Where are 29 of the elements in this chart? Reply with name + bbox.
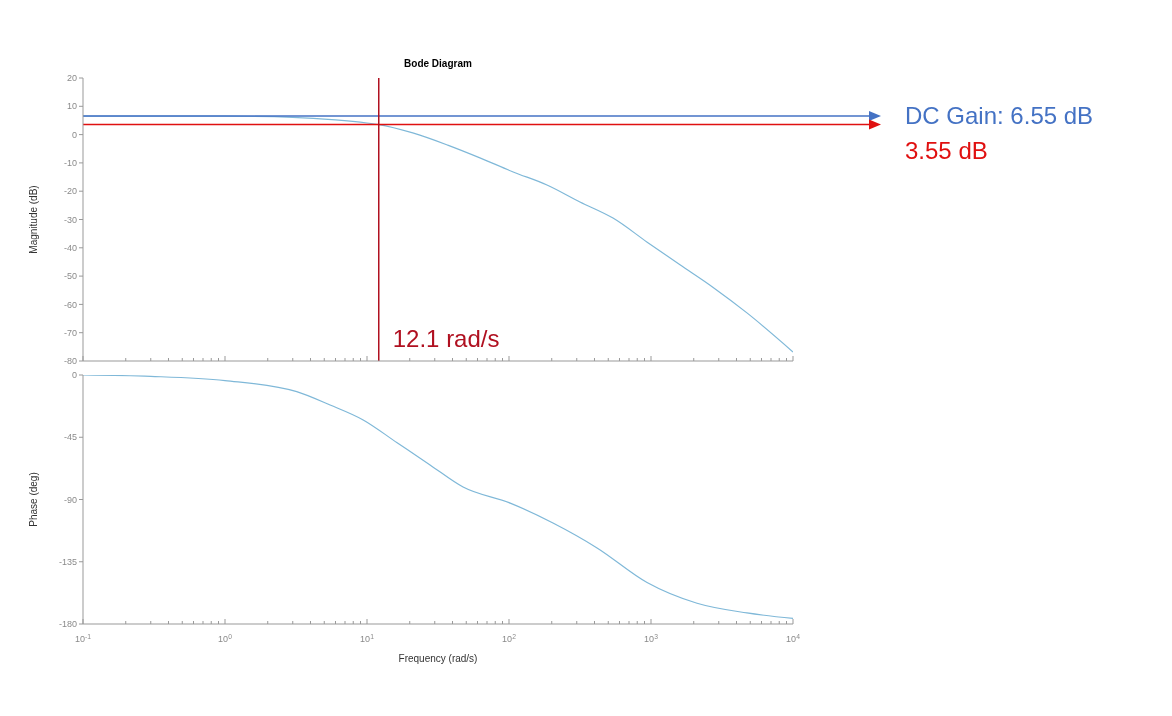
- y-axis-title: Magnitude (dB): [27, 185, 39, 254]
- y-tick-label: -80: [63, 356, 77, 367]
- y-tick-label: -40: [63, 243, 77, 253]
- y-tick-label: -135: [58, 556, 77, 567]
- ref-line-label: DC Gain: 6.55 dB: [905, 102, 1094, 130]
- y-tick-label: 0: [71, 370, 77, 381]
- y-tick-label: -90: [63, 494, 77, 505]
- x-tick-label: 10$^{-1}$: [74, 632, 92, 644]
- x-tick-label: 10$^{3}$: [644, 632, 659, 644]
- x-tick-label: 10$^{0}$: [218, 632, 233, 644]
- chart-title: Bode Diagram: [403, 58, 473, 69]
- ref-line-label: 3.55 dB: [905, 136, 988, 164]
- ref-line-label: 12.1 rad/s: [392, 325, 500, 352]
- y-tick-label: 0: [71, 129, 77, 140]
- x-tick-label: 10$^{2}$: [502, 632, 517, 644]
- y-tick-label: -180: [58, 619, 77, 630]
- y-tick-label: -70: [63, 327, 77, 338]
- y-tick-label: -60: [63, 299, 77, 310]
- y-tick-label: 20: [66, 73, 77, 84]
- x-axis-title: Frequency (rad/s): [398, 653, 478, 664]
- y-tick-label: -30: [63, 214, 77, 225]
- y-tick-label: -50: [63, 271, 77, 282]
- y-axis-title: Phase (deg): [27, 472, 39, 527]
- x-tick-label: 10$^{1}$: [360, 632, 375, 644]
- y-tick-label: -45: [63, 432, 77, 443]
- y-tick-label: 10: [66, 101, 77, 112]
- y-tick-label: -20: [63, 186, 77, 197]
- x-tick-label: 10$^{4}$: [786, 632, 801, 644]
- y-tick-label: -10: [63, 158, 77, 169]
